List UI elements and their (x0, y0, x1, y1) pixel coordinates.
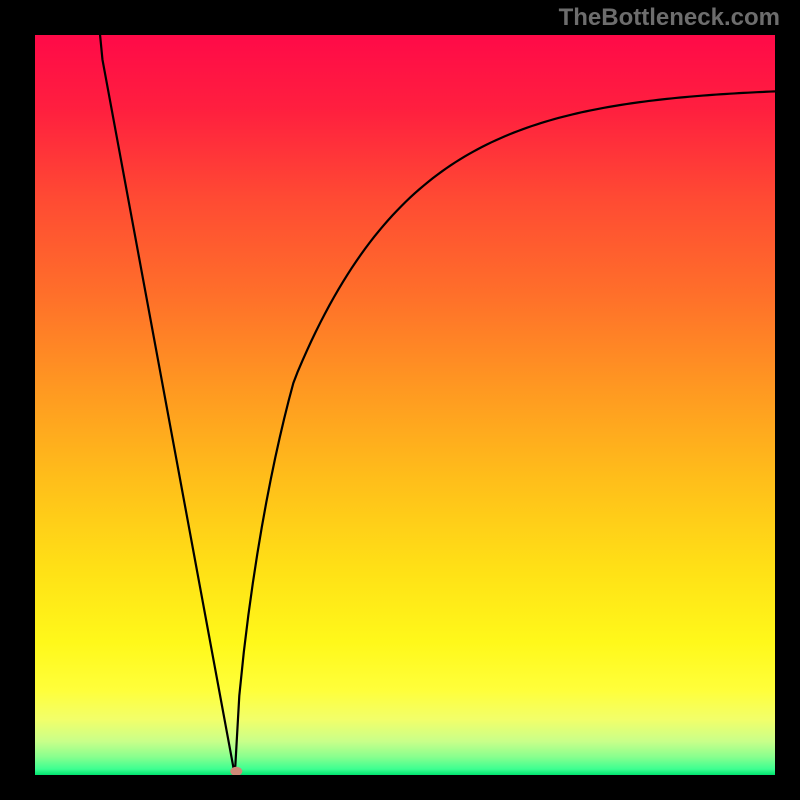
optimal-point-marker (230, 767, 242, 776)
chart-frame: TheBottleneck.com (0, 0, 800, 800)
watermark-text: TheBottleneck.com (559, 4, 780, 32)
curve-overlay (0, 0, 800, 800)
bottleneck-curve (98, 13, 775, 775)
